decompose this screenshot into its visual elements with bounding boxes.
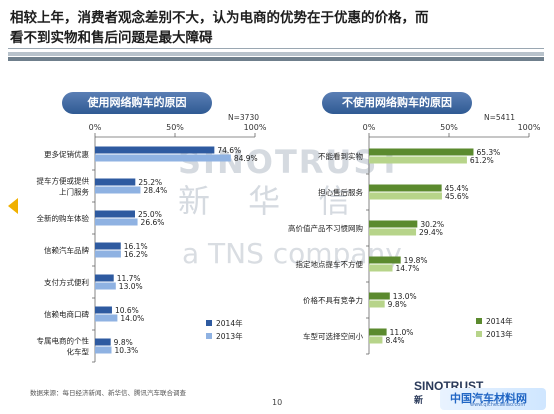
bar-2014 [95,274,114,282]
legend-label: 2014年 [486,316,513,326]
bar-2014 [369,220,418,228]
bar-value-label: 25.2% [138,178,162,187]
legend-swatch [476,318,482,324]
bar-2013 [369,300,385,308]
bar-2014 [95,338,111,346]
right-sample-size: N=5411 [484,113,515,122]
bar-value-label: 84.9% [234,154,258,163]
bar-2013 [95,282,116,290]
bar-2014 [95,242,121,250]
bar-2013 [369,336,383,344]
watermark-sinotrust: SINOTRUST [178,143,403,181]
category-label: 指定地点提车不方便 [296,259,364,269]
x-tick-label: 50% [440,123,458,132]
bar-value-label: 16.2% [124,250,148,259]
bar-value-label: 30.2% [420,220,444,229]
x-tick-label: 50% [166,123,184,132]
category-label: 高价值产品不习惯网购 [288,223,363,233]
data-source-note: 数据来源：每日经济新闻、新华信、腾讯汽车联合调查 [30,389,186,397]
x-tick-label: 100% [244,123,267,132]
legend-label: 2013年 [216,331,243,341]
bar-value-label: 61.2% [470,156,494,165]
category-label: 信赖电商口碑 [44,309,89,319]
bar-value-label: 14.0% [120,314,144,323]
left-chart-title: 使用网络购车的原因 [62,92,212,114]
page-headline: 相较上年，消费者观念差别不大，认为电商的优势在于优惠的价格，而看不到实物和售后问… [10,10,429,46]
bar-value-label: 16.1% [124,242,148,251]
category-label: 专属电商的个性化车型 [37,336,90,357]
site-watermark-badge [440,388,546,410]
legend-label: 2013年 [486,329,513,339]
navigation-arrow-icon[interactable] [8,198,18,214]
bar-2013 [95,218,138,226]
left-sample-size: N=3730 [228,113,259,122]
bar-value-label: 10.6% [115,306,139,315]
bar-2014 [369,184,442,192]
x-tick-label: 0% [363,123,376,132]
watermark-tns: a TNS company [182,237,402,270]
bar-value-label: 19.8% [404,256,428,265]
bar-value-label: 9.8% [114,338,133,347]
bar-2014 [95,178,136,186]
bar-value-label: 25.0% [138,210,162,219]
right-bar-chart: 0% 50% 100% 不能看到实物 65.3%61.2% 担心售后服务 45.4%45.6… [288,123,541,355]
legend-label: 2014年 [216,318,243,328]
category-label: 全新的购车体验 [37,213,90,223]
category-label: 提车方便或提供上门服务 [37,176,90,197]
bar-2014 [369,148,474,156]
bar-2013 [369,156,467,164]
bar-value-label: 11.0% [390,328,414,337]
category-label: 价格不具有竞争力 [303,295,363,305]
bar-value-label: 9.8% [388,300,407,309]
bar-value-label: 65.3% [476,148,500,157]
x-tick-label: 0% [89,123,102,132]
bar-2014 [369,328,387,336]
bar-2014 [369,292,390,300]
bar-2013 [369,192,442,200]
bar-value-label: 28.4% [143,186,167,195]
x-tick-label: 100% [518,123,541,132]
bar-value-label: 11.7% [117,274,141,283]
bar-value-label: 29.4% [419,228,443,237]
bar-2014 [369,256,401,264]
bar-value-label: 8.4% [385,336,404,345]
bar-2014 [95,146,215,154]
sinotrust-logo-sub: 新 [414,396,424,406]
bar-value-label: 10.3% [114,346,138,355]
watermark-chinese: 新 华 信 [178,182,365,220]
page-number: 10 [272,398,283,407]
bar-2013 [369,228,417,236]
right-chart-title: 不使用网络购车的原因 [322,92,472,114]
left-bar-chart: 0% 50% 100% 更多促销优惠 74.6%84.9% 提车方便或提供上门服务 25.2… [37,123,267,363]
bar-value-label: 26.6% [141,218,165,227]
bar-2013 [95,250,121,258]
site-watermark-url: www.qichecailiao.com [470,402,526,408]
bar-2014 [95,306,112,314]
bar-value-label: 45.6% [445,192,469,201]
bar-value-label: 74.6% [217,146,241,155]
bar-value-label: 45.4% [445,184,469,193]
header-band [8,52,544,66]
bar-2014 [95,210,135,218]
legend-swatch [476,331,482,337]
bar-value-label: 14.7% [396,264,420,273]
bar-value-label: 13.0% [119,282,143,291]
bar-2013 [95,154,231,162]
bar-2013 [95,346,112,354]
bar-value-label: 13.0% [393,292,417,301]
bar-2013 [369,264,393,272]
category-label: 信赖汽车品牌 [44,245,89,255]
bar-2013 [95,314,118,322]
category-label: 车型可选择空间小 [303,331,363,341]
category-label: 不能看到实物 [318,151,363,161]
category-label: 担心售后服务 [318,187,363,197]
site-watermark-text: 中国汽车材料网 [450,392,527,405]
category-label: 更多促销优惠 [44,149,89,159]
legend-swatch [206,320,212,326]
bar-2013 [95,186,141,194]
header-rule [8,48,544,49]
category-label: 支付方式便利 [44,277,89,287]
legend-swatch [206,333,212,339]
